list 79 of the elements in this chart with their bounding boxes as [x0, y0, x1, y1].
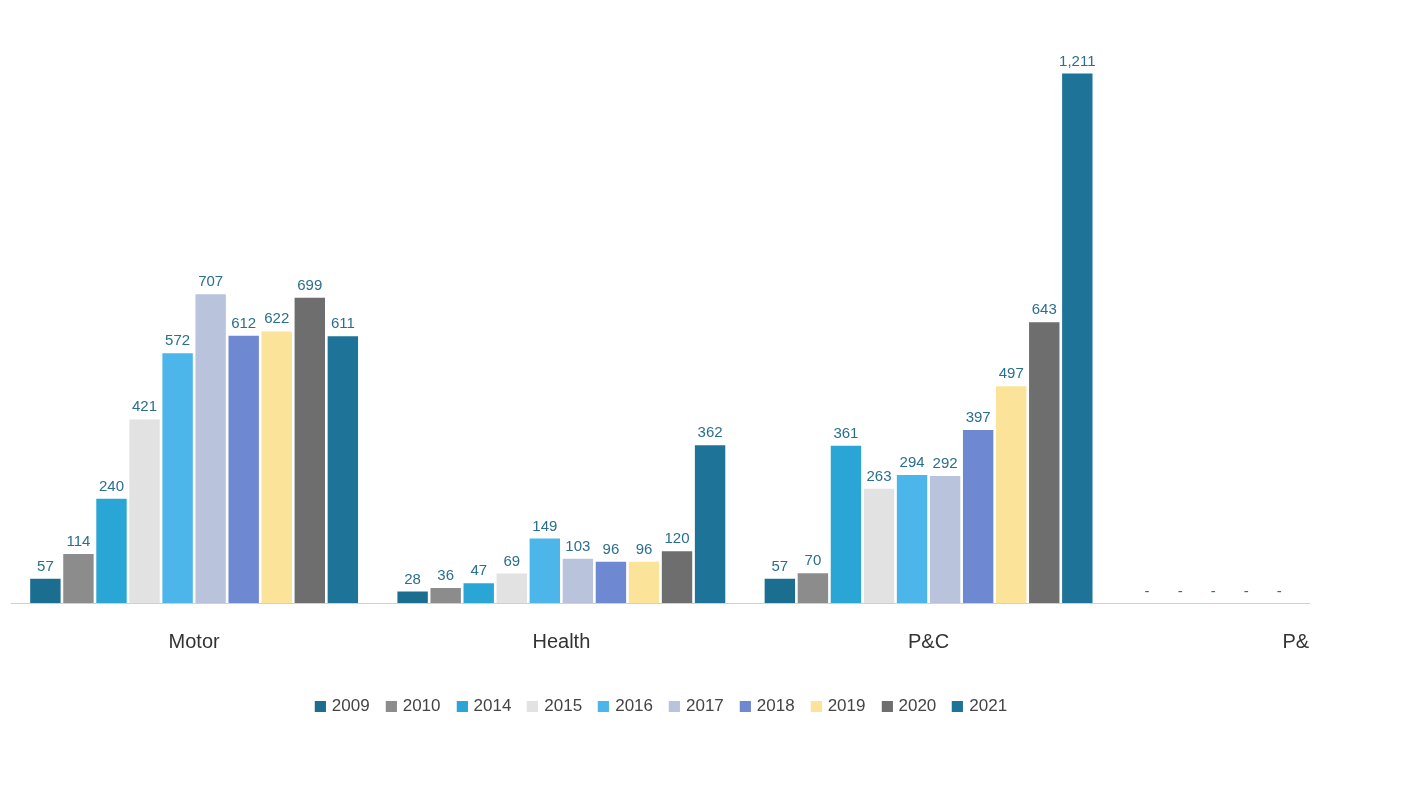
bar — [1029, 322, 1060, 604]
data-label: 497 — [998, 364, 1024, 382]
bar — [195, 294, 226, 604]
bar — [96, 498, 127, 604]
legend-label: 2015 — [544, 696, 583, 716]
data-label: 699 — [297, 275, 323, 293]
bar — [397, 591, 428, 604]
data-label: 611 — [330, 314, 355, 332]
legend-label: 2014 — [473, 696, 512, 716]
data-label: 96 — [635, 539, 653, 557]
bar — [694, 445, 726, 604]
data-label: 28 — [404, 569, 421, 587]
bar — [562, 558, 594, 604]
legend-label: 2010 — [402, 696, 441, 716]
bar — [327, 336, 359, 604]
data-label: 397 — [965, 407, 991, 425]
data-label: 120 — [664, 529, 690, 547]
data-label: 362 — [697, 423, 723, 441]
data-label: 643 — [1031, 300, 1057, 318]
data-label: 707 — [198, 272, 224, 290]
data-label: 57 — [771, 556, 789, 574]
bar — [996, 386, 1027, 604]
bar — [896, 475, 928, 604]
legend-label: 2020 — [898, 696, 937, 716]
data-label: 612 — [231, 313, 257, 331]
bar — [830, 445, 862, 604]
data-label: 149 — [532, 516, 558, 534]
data-label: 103 — [565, 536, 591, 554]
legend-label: 2021 — [969, 696, 1008, 716]
text: - — [1243, 581, 1249, 599]
bar — [261, 331, 292, 604]
legend-label: 2017 — [686, 696, 724, 716]
bar — [228, 335, 259, 604]
legend-label: 2016 — [615, 696, 653, 716]
text: - — [1210, 581, 1216, 599]
data-label: 292 — [932, 453, 958, 471]
data-label: 96 — [602, 539, 620, 557]
data-label: 70 — [804, 551, 822, 569]
data-label: 572 — [165, 331, 191, 349]
data-label: 361 — [833, 423, 859, 441]
bar — [463, 583, 494, 604]
x-tick-label: Health — [532, 629, 591, 652]
data-label: 36 — [437, 566, 455, 584]
bar — [1062, 73, 1093, 604]
bar — [30, 578, 61, 604]
bar — [595, 561, 627, 604]
legend-label: 2009 — [331, 696, 370, 716]
bar — [797, 573, 829, 604]
legend-label: 2018 — [756, 696, 795, 716]
bar — [63, 553, 94, 604]
data-label: 1,211 — [1059, 51, 1096, 69]
bar — [430, 588, 461, 604]
bar — [529, 538, 561, 604]
text: - — [1276, 581, 1282, 599]
x-tick-label: Motor — [168, 629, 221, 652]
data-label: 57 — [37, 556, 54, 574]
data-label: 263 — [866, 466, 892, 484]
data-label: 47 — [470, 561, 488, 579]
bar — [496, 573, 527, 604]
data-label: 69 — [503, 551, 521, 569]
bar — [294, 297, 325, 604]
bar — [129, 419, 160, 604]
data-label: 421 — [132, 397, 158, 415]
x-tick-label: P&C — [908, 629, 950, 652]
data-label: 240 — [98, 476, 125, 494]
bar — [863, 488, 895, 604]
bar — [962, 429, 994, 604]
x-tick-label: P& — [1282, 629, 1310, 652]
text: - — [1177, 581, 1183, 599]
bar — [661, 551, 693, 604]
data-label: 622 — [264, 309, 290, 327]
bar — [764, 578, 796, 604]
bar — [162, 353, 193, 604]
bar — [929, 475, 961, 604]
text: - — [1144, 581, 1150, 599]
data-label: 294 — [899, 453, 925, 471]
bar — [628, 561, 660, 604]
data-label: 114 — [66, 531, 91, 549]
legend-label: 2019 — [827, 696, 866, 716]
